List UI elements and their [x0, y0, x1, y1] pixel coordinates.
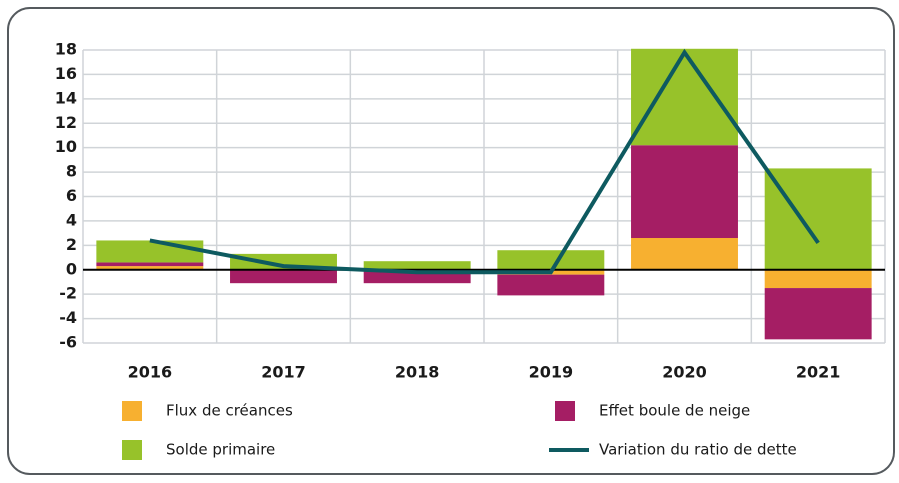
- bar-segment: [96, 266, 204, 270]
- y-tick-label: 18: [55, 40, 77, 59]
- bar-segment: [363, 261, 471, 270]
- y-tick-label: -4: [59, 308, 77, 327]
- x-tick-label: 2021: [796, 363, 841, 382]
- bar-segment: [764, 288, 872, 340]
- x-tick-label: 2019: [529, 363, 574, 382]
- y-tick-label: 12: [55, 113, 77, 132]
- legend-swatch: [122, 440, 142, 460]
- bar-segment: [96, 240, 204, 263]
- frame: [7, 7, 895, 475]
- legend-label: Variation du ratio de dette: [599, 441, 797, 459]
- y-tick-label: 14: [55, 88, 77, 107]
- y-tick-label: 4: [66, 210, 77, 229]
- line: [149, 48, 820, 275]
- bar-segment: [497, 274, 605, 296]
- legend-swatch: [122, 401, 142, 421]
- bar-segment: [631, 145, 738, 239]
- y-tick-label: 16: [55, 64, 77, 83]
- x-tick-label: 2017: [261, 363, 306, 382]
- x-tick-label: 2018: [395, 363, 440, 382]
- y-tick-label: 8: [66, 162, 77, 181]
- x-tick-label: 2016: [128, 363, 173, 382]
- x-tick-label: 2020: [662, 363, 707, 382]
- y-tick-label: 0: [66, 259, 77, 278]
- y-tick-label: 10: [55, 137, 77, 156]
- legend-label: Solde primaire: [166, 441, 275, 459]
- bar-segment: [230, 269, 337, 284]
- y-tick-label: 6: [66, 186, 77, 205]
- bar-segment: [631, 238, 738, 270]
- legend-label: Flux de créances: [166, 402, 293, 420]
- y-tick-label: 2: [66, 235, 77, 254]
- bar-segment: [497, 250, 605, 270]
- bar-segment: [764, 168, 872, 270]
- legend-label: Effet boule de neige: [599, 402, 750, 420]
- bar-segment: [764, 269, 872, 289]
- legend-swatch: [555, 401, 575, 421]
- bar-segment: [631, 48, 738, 146]
- bar-segment: [96, 262, 204, 267]
- y-tick-label: -6: [59, 333, 77, 352]
- y-tick-label: -2: [59, 284, 77, 303]
